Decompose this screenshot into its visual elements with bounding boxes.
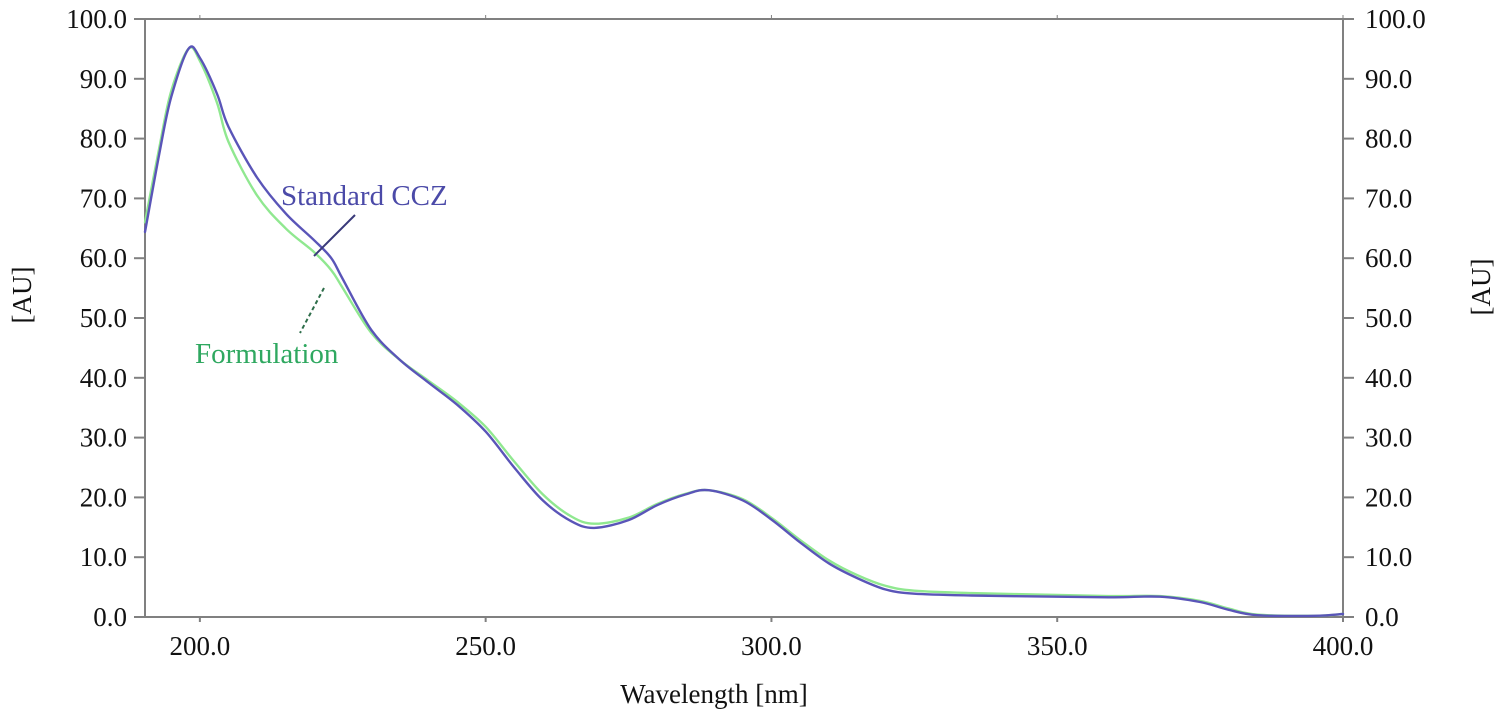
y-tick-label-right: 0.0 xyxy=(1365,602,1399,632)
y-tick-label-left: 50.0 xyxy=(80,303,127,333)
y-tick-label-right: 80.0 xyxy=(1365,124,1412,154)
x-tick-label: 300.0 xyxy=(741,631,802,661)
plot-area xyxy=(135,18,1353,618)
y-tick-label-left: 30.0 xyxy=(80,423,127,453)
y-tick-label-right: 50.0 xyxy=(1365,303,1412,333)
y-tick-label-right: 10.0 xyxy=(1365,542,1412,572)
y-tick-label-right: 20.0 xyxy=(1365,482,1412,512)
y-tick-label-left: 80.0 xyxy=(80,124,127,154)
x-tick-label: 350.0 xyxy=(1027,631,1088,661)
y-axis-right: 0.0 10.0 20.0 30.0 40.0 50.0 60.0 70.0 80.0 90.0 1… xyxy=(1343,4,1426,632)
series-line-standard-ccz xyxy=(143,45,1345,618)
formulation-label: Formulation xyxy=(195,338,339,370)
y-tick-label-left: 100.0 xyxy=(66,4,127,34)
series-line-formulation xyxy=(143,46,1345,618)
standard-leader-line xyxy=(313,214,356,257)
x-tick-label: 400.0 xyxy=(1313,631,1374,661)
y-tick-label-left: 20.0 xyxy=(80,482,127,512)
y-tick-label-right: 40.0 xyxy=(1365,363,1412,393)
y-tick-label-right: 60.0 xyxy=(1365,243,1412,273)
standard-ccz-label: Standard CCZ xyxy=(281,180,448,212)
x-tick-label: 200.0 xyxy=(169,631,230,661)
x-tick-label: 250.0 xyxy=(455,631,516,661)
y-tick-label-right: 100.0 xyxy=(1365,4,1426,34)
y-axis-title-left: [AU] xyxy=(7,267,37,324)
x-axis: 200.0 250.0 300.0 350.0 400.0 xyxy=(169,15,1373,661)
annotation-formulation: Formulation xyxy=(195,287,339,370)
y-tick-label-left: 40.0 xyxy=(80,363,127,393)
y-tick-label-left: 10.0 xyxy=(80,542,127,572)
y-tick-label-left: 0.0 xyxy=(93,602,127,632)
x-axis-title: Wavelength [nm] xyxy=(620,679,808,709)
y-axis-title-right: [AU] xyxy=(1466,259,1496,316)
y-tick-label-right: 90.0 xyxy=(1365,64,1412,94)
y-tick-label-left: 60.0 xyxy=(80,243,127,273)
y-tick-label-left: 70.0 xyxy=(80,183,127,213)
y-tick-label-left: 90.0 xyxy=(80,64,127,94)
formulation-leader-line xyxy=(299,287,325,334)
annotation-standard-ccz: Standard CCZ xyxy=(281,180,448,257)
series-layer xyxy=(143,45,1345,618)
y-axis-left: 0.0 10.0 20.0 30.0 40.0 50.0 60.0 70.0 80.0 90.0 1… xyxy=(66,4,145,632)
y-tick-label-right: 70.0 xyxy=(1365,183,1412,213)
y-tick-label-right: 30.0 xyxy=(1365,423,1412,453)
